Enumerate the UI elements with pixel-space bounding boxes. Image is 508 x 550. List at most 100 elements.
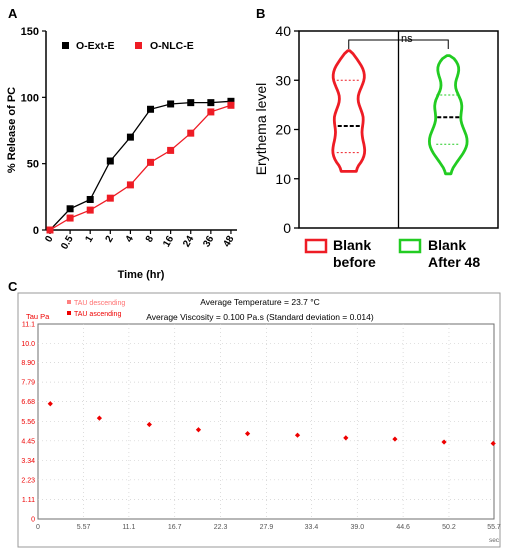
viscosity-title-temperature: Average Temperature = 23.7 °C xyxy=(200,297,320,307)
release-x-tick-label: 2 xyxy=(104,234,117,245)
release-chart-xlabel: Time (hr) xyxy=(118,269,165,281)
legend-marker-tau-descending xyxy=(67,300,71,304)
panel-label-a: A xyxy=(8,6,18,21)
data-point-tau-ascending xyxy=(490,440,496,447)
legend-label-o-ext-e: O-Ext-E xyxy=(76,40,115,52)
significance-label: ns xyxy=(401,33,413,45)
data-point-tau-ascending xyxy=(244,431,251,437)
release-x-tick-label: 48 xyxy=(221,234,236,250)
viscosity-x-tick-label: 22.3 xyxy=(214,524,228,531)
data-point-tau-ascending xyxy=(195,427,202,433)
data-point-o-nlc-e xyxy=(167,146,175,154)
legend-marker-tau-ascending xyxy=(67,311,71,315)
erythema-y-tick-label: 10 xyxy=(275,171,291,187)
violin-blank-before xyxy=(331,49,367,173)
release-y-tick-label: 150 xyxy=(21,26,39,38)
viscosity-x-tick-label: 5.57 xyxy=(77,524,91,531)
data-point-o-ext-e xyxy=(227,97,235,105)
viscosity-chart: Average Temperature = 23.7 °C Average Vi… xyxy=(17,292,501,548)
data-point-o-ext-e xyxy=(66,205,74,213)
release-y-tick-label: 0 xyxy=(33,225,39,237)
viscosity-title-viscosity: Average Viscosity = 0.100 Pa.s (Standard… xyxy=(146,312,374,322)
legend-label-blank-before-1: Blank xyxy=(333,237,371,253)
viscosity-y-tick-label: 11.1 xyxy=(22,322,35,329)
data-point-o-nlc-e xyxy=(46,226,54,234)
data-point-o-ext-e xyxy=(86,195,94,203)
viscosity-x-tick-label: 44.6 xyxy=(396,524,410,531)
legend-swatch-blank-after xyxy=(398,238,422,254)
viscosity-y-tick-label: 10.0 xyxy=(21,341,35,348)
data-point-o-nlc-e xyxy=(147,158,155,166)
data-point-o-nlc-e xyxy=(126,181,134,189)
violin-blank-after-48 xyxy=(428,54,469,176)
legend-label-blank-after-1: Blank xyxy=(428,237,466,253)
legend-label-o-nlc-e: O-NLC-E xyxy=(150,40,194,52)
viscosity-y-tick-label: 2.23 xyxy=(21,477,35,484)
erythema-chart: Erythema level ns Blank before Blank Aft… xyxy=(253,23,499,270)
viscosity-y-tick-label: 8.90 xyxy=(21,360,35,367)
series-line-o-nlc-e xyxy=(49,104,232,231)
data-point-o-nlc-e xyxy=(66,214,74,222)
legend-label-tau-ascending: TAU ascending xyxy=(74,311,121,318)
data-point-tau-ascending xyxy=(294,432,301,438)
data-point-tau-ascending xyxy=(343,435,349,441)
viscosity-x-tick-label: 16.7 xyxy=(168,524,182,531)
significance-bracket xyxy=(348,39,449,49)
data-point-tau-ascending xyxy=(146,421,152,428)
erythema-y-tick-label: 30 xyxy=(275,72,291,88)
data-point-o-nlc-e xyxy=(106,194,114,202)
data-point-o-ext-e xyxy=(126,133,134,141)
viscosity-x-tick-label: 11.1 xyxy=(122,524,135,531)
data-point-o-ext-e xyxy=(167,100,175,108)
data-point-o-ext-e xyxy=(106,157,114,165)
data-point-o-ext-e xyxy=(207,99,215,107)
erythema-chart-ylabel: Erythema level xyxy=(253,83,269,176)
legend-label-blank-before-2: before xyxy=(333,254,376,270)
data-point-o-ext-e xyxy=(187,99,195,107)
release-x-tick-label: 24 xyxy=(181,234,196,250)
release-chart-legend: O-Ext-E O-NLC-E xyxy=(62,40,194,52)
viscosity-x-tick-label: 39.0 xyxy=(350,524,364,531)
erythema-legend: Blank before Blank After 48 xyxy=(304,237,480,270)
data-point-o-nlc-e xyxy=(227,101,235,109)
series-line-o-ext-e xyxy=(49,100,231,231)
panel-label-c: C xyxy=(8,279,18,294)
data-point-o-nlc-e xyxy=(207,108,215,116)
data-point-tau-ascending xyxy=(96,415,103,421)
legend-swatch-blank-before xyxy=(304,238,328,254)
data-point-tau-ascending xyxy=(47,401,53,407)
release-x-tick-label: 1 xyxy=(84,234,97,245)
viscosity-x-tick-label: 55.7 xyxy=(487,524,501,531)
viscosity-x-tick-label: 33.4 xyxy=(305,524,319,531)
release-x-tick-label: 0 xyxy=(43,234,56,245)
data-point-o-nlc-e xyxy=(187,129,195,137)
release-y-tick-label: 100 xyxy=(21,92,39,104)
legend-marker-o-nlc-e xyxy=(135,42,142,49)
data-point-o-ext-e xyxy=(147,105,155,113)
release-chart: % Release of PC Time (hr) O-Ext-E O-NLC-… xyxy=(6,26,237,281)
viscosity-y-tick-label: 5.56 xyxy=(21,419,35,426)
viscosity-x-tick-label: 50.2 xyxy=(442,524,456,531)
release-x-tick-label: 4 xyxy=(124,234,137,245)
viscosity-chart-ylabel: Tau Pa xyxy=(26,312,50,321)
data-point-tau-ascending xyxy=(441,439,447,445)
release-chart-ylabel: % Release of PC xyxy=(6,87,18,173)
legend-label-tau-descending: TAU descending xyxy=(74,300,125,307)
viscosity-y-tick-label: 1.11 xyxy=(22,497,35,504)
viscosity-y-tick-label: 3.34 xyxy=(21,458,35,465)
erythema-y-tick-label: 20 xyxy=(275,122,291,138)
panel-label-b: B xyxy=(256,6,265,21)
viscosity-x-tick-label: 0 xyxy=(36,524,40,531)
viscosity-y-tick-label: 6.68 xyxy=(21,399,35,406)
erythema-y-tick-label: 0 xyxy=(283,220,291,236)
legend-label-blank-after-2: After 48 xyxy=(428,254,480,270)
release-x-tick-label: 8 xyxy=(144,234,157,245)
erythema-y-tick-label: 40 xyxy=(275,23,291,39)
viscosity-y-tick-label: 7.79 xyxy=(21,380,35,387)
release-x-tick-label: 36 xyxy=(201,234,216,250)
viscosity-y-tick-label: 4.45 xyxy=(21,438,35,445)
legend-marker-o-ext-e xyxy=(62,42,69,49)
data-point-o-nlc-e xyxy=(86,206,94,214)
viscosity-chart-xunit: sec xyxy=(489,537,500,544)
